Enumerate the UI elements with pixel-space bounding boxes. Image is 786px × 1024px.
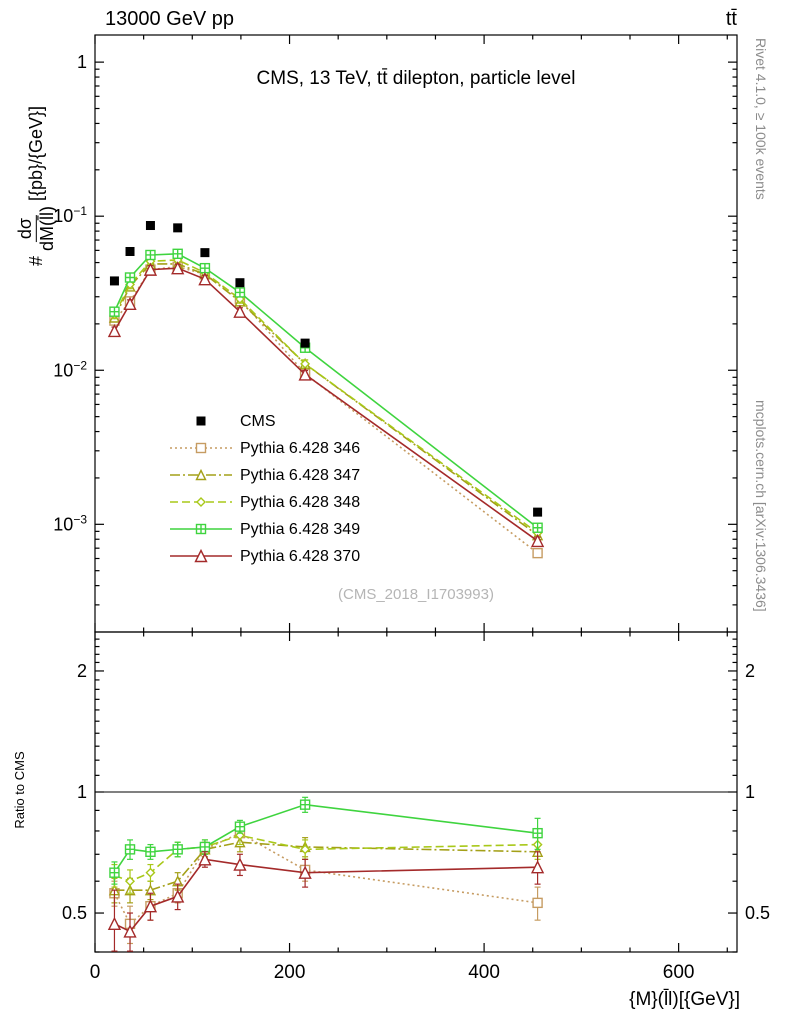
- x-tick-label: 200: [274, 962, 306, 983]
- series-pythia-6-428-349: [109, 248, 543, 533]
- y-axis-label: # dσ dM(l̄l) [{pb}/{GeV}]: [14, 105, 57, 267]
- y-axis-label-denominator: dM(l̄l): [36, 206, 57, 252]
- series-pythia-6-428-346: [109, 261, 543, 559]
- header-beam-label: 13000 GeV pp: [105, 8, 234, 30]
- ratio-y-tick-label: 0.5: [62, 903, 87, 923]
- rivet-version-label: Rivet 4.1.0, ≥ 100k events: [753, 38, 769, 200]
- y-axis-label-fraction: dσ dM(l̄l): [14, 206, 57, 252]
- ratio-pythia-6-428-349: [109, 796, 543, 885]
- legend-item-pythia-6-428-347: Pythia 6.428 347: [170, 467, 360, 484]
- header-process-label: tt̄: [726, 8, 738, 30]
- ratio-y-tick-label: 1: [745, 782, 755, 802]
- ratio-y-tick-label: 2: [77, 661, 87, 681]
- main-y-tick-label: 10−3: [53, 512, 87, 534]
- legend-item-pythia-6-428-348: Pythia 6.428 348: [170, 494, 360, 511]
- main-y-tick-label: 10−1: [53, 204, 87, 226]
- main-y-tick-label: 10−2: [53, 358, 87, 380]
- series-cms: [109, 221, 543, 517]
- main-y-tick-label: 1: [77, 52, 87, 72]
- x-axis-label: {M}(l̄l)[{GeV}]: [629, 989, 740, 1010]
- y-axis-label-prefix: #: [25, 256, 46, 267]
- legend-label: Pythia 6.428 348: [240, 494, 360, 511]
- x-tick-label: 400: [468, 962, 500, 983]
- ratio-pythia-6-428-370: [107, 851, 545, 952]
- legend-item-pythia-6-428-349: Pythia 6.428 349: [170, 521, 360, 538]
- plot-title: CMS, 13 TeV, tt̄ dilepton, particle leve…: [257, 68, 576, 89]
- legend-label: Pythia 6.428 346: [240, 440, 360, 457]
- legend-label: Pythia 6.428 370: [240, 548, 360, 565]
- legend-label: Pythia 6.428 349: [240, 521, 360, 538]
- series-pythia-6-428-370: [107, 261, 545, 548]
- x-tick-label: 600: [663, 962, 695, 983]
- mcplots-credit-label: mcplots.cern.ch [arXiv:1306.3436]: [753, 400, 769, 612]
- legend: CMS Pythia 6.428 346 Pythia 6.428 347 Pythi…: [170, 413, 360, 565]
- y-axis-label-numerator: dσ: [14, 214, 37, 243]
- y-axis-label-units: [{pb}/{GeV}]: [25, 105, 46, 202]
- legend-item-pythia-6-428-370: Pythia 6.428 370: [170, 548, 360, 565]
- legend-label: Pythia 6.428 347: [240, 467, 360, 484]
- data-series: [107, 221, 545, 952]
- legend-item-pythia-6-428-346: Pythia 6.428 346: [170, 440, 360, 457]
- legend-item-cms: CMS: [196, 413, 276, 430]
- ratio-y-tick-label: 2: [745, 661, 755, 681]
- ratio-y-tick-label: 0.5: [745, 903, 770, 923]
- analysis-watermark: (CMS_2018_I1703993): [338, 586, 494, 603]
- axis-ticks: [94, 35, 737, 953]
- axis-tick-labels: 0 200 400 600 1 10−1 10−2 10−3 0.5 0.5 1 1 2 2: [53, 52, 770, 983]
- ratio-y-axis-label: Ratio to CMS: [12, 751, 27, 829]
- main-panel-frame: [94, 34, 738, 633]
- x-tick-label: 0: [90, 962, 101, 983]
- legend-label: CMS: [240, 413, 276, 430]
- ratio-y-tick-label: 1: [77, 782, 87, 802]
